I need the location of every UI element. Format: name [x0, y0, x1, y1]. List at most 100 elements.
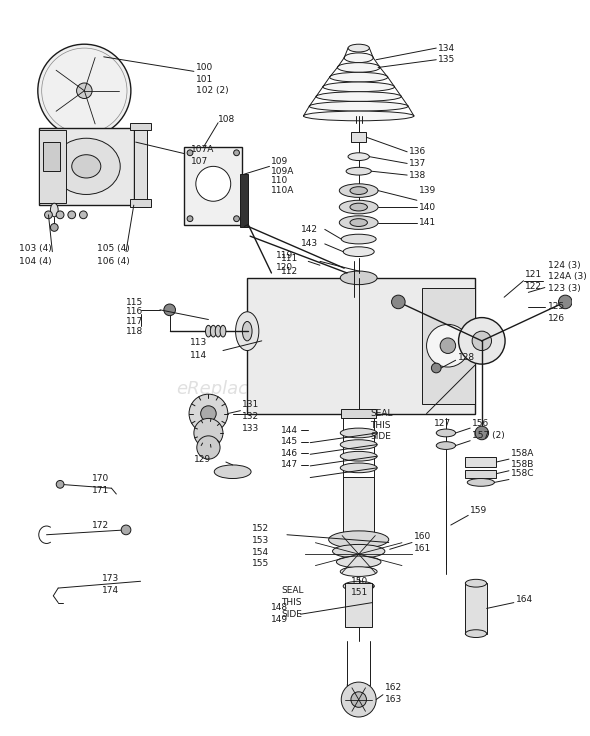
Bar — [341, 408, 376, 418]
Text: 139: 139 — [419, 186, 436, 195]
Ellipse shape — [339, 184, 378, 197]
Text: 152: 152 — [252, 525, 269, 534]
Text: eReplacementParts.com: eReplacementParts.com — [176, 381, 396, 398]
Text: 141: 141 — [419, 218, 436, 227]
Text: 172: 172 — [92, 520, 109, 529]
Ellipse shape — [340, 463, 377, 473]
Text: THIS: THIS — [371, 421, 391, 430]
Circle shape — [234, 150, 240, 156]
Text: 174: 174 — [102, 586, 119, 595]
Ellipse shape — [215, 325, 221, 337]
Text: 161: 161 — [414, 544, 431, 553]
Ellipse shape — [339, 200, 378, 214]
Bar — [130, 123, 151, 130]
Ellipse shape — [323, 82, 395, 92]
Bar — [39, 127, 134, 205]
Text: 159: 159 — [470, 506, 487, 515]
Circle shape — [351, 692, 366, 707]
Circle shape — [121, 525, 131, 535]
Text: 114: 114 — [190, 351, 207, 360]
Ellipse shape — [340, 271, 377, 285]
Bar — [343, 477, 374, 535]
Text: 148: 148 — [271, 603, 289, 612]
Text: 133: 133 — [242, 424, 260, 433]
Text: 135: 135 — [438, 55, 455, 64]
Text: SEAL: SEAL — [281, 587, 304, 595]
Text: 160: 160 — [414, 532, 431, 541]
Circle shape — [77, 83, 92, 99]
Text: 101: 101 — [196, 74, 213, 84]
Text: 163: 163 — [385, 695, 402, 704]
Text: SEAL: SEAL — [371, 409, 393, 418]
Ellipse shape — [350, 187, 368, 194]
Ellipse shape — [340, 451, 377, 461]
Text: 155: 155 — [252, 559, 269, 568]
Ellipse shape — [333, 545, 385, 558]
Circle shape — [201, 406, 216, 421]
Ellipse shape — [309, 102, 408, 111]
Text: 131: 131 — [242, 400, 260, 409]
Text: 127: 127 — [434, 419, 451, 428]
Ellipse shape — [350, 203, 368, 211]
Text: 110: 110 — [271, 177, 289, 185]
Text: 132: 132 — [242, 412, 260, 421]
Bar — [345, 583, 372, 627]
Bar — [247, 278, 475, 414]
Text: 106 (4): 106 (4) — [97, 257, 130, 266]
Text: 116: 116 — [126, 307, 143, 316]
Text: 144: 144 — [281, 425, 298, 434]
Text: 129: 129 — [194, 455, 211, 464]
Circle shape — [559, 295, 572, 308]
Ellipse shape — [303, 111, 414, 121]
Text: 118: 118 — [126, 327, 143, 336]
Text: 138: 138 — [409, 171, 427, 180]
Text: 154: 154 — [252, 548, 269, 556]
Ellipse shape — [466, 630, 487, 637]
Ellipse shape — [340, 439, 377, 450]
Ellipse shape — [343, 581, 374, 591]
Circle shape — [472, 331, 491, 350]
Ellipse shape — [53, 138, 120, 194]
Ellipse shape — [72, 155, 101, 178]
Text: 170: 170 — [92, 474, 109, 483]
Text: 162: 162 — [385, 684, 402, 693]
Ellipse shape — [340, 428, 377, 438]
Circle shape — [341, 682, 376, 717]
Text: 149: 149 — [271, 615, 289, 623]
Text: 107: 107 — [191, 157, 208, 166]
Text: 124A (3): 124A (3) — [548, 272, 586, 281]
Bar — [39, 130, 66, 203]
Text: 151: 151 — [351, 588, 368, 598]
Text: THIS: THIS — [281, 598, 301, 607]
Text: 109A: 109A — [271, 166, 295, 176]
Ellipse shape — [205, 325, 211, 337]
Ellipse shape — [466, 579, 487, 587]
Text: 115: 115 — [126, 297, 143, 307]
Bar — [466, 583, 487, 634]
Text: 173: 173 — [102, 574, 119, 583]
Text: SIDE: SIDE — [281, 609, 302, 619]
Text: 158A: 158A — [511, 449, 535, 458]
Text: 134: 134 — [438, 43, 455, 52]
Text: 113: 113 — [190, 339, 207, 347]
Ellipse shape — [344, 53, 373, 63]
Ellipse shape — [337, 63, 380, 72]
Text: 142: 142 — [300, 225, 317, 234]
Text: 105 (4): 105 (4) — [97, 244, 130, 253]
Text: 128: 128 — [458, 353, 475, 362]
Bar — [184, 147, 242, 224]
Bar — [42, 142, 60, 171]
Circle shape — [431, 363, 441, 373]
Circle shape — [187, 150, 193, 156]
Text: 107A: 107A — [191, 146, 214, 155]
Text: 109: 109 — [271, 157, 289, 166]
Text: 120: 120 — [276, 263, 293, 272]
Text: 104 (4): 104 (4) — [19, 257, 52, 266]
Text: 158C: 158C — [511, 469, 535, 478]
Text: 123 (3): 123 (3) — [548, 284, 581, 293]
Text: 119: 119 — [276, 251, 294, 260]
Ellipse shape — [340, 567, 377, 576]
Text: 147: 147 — [281, 461, 299, 470]
Text: 110A: 110A — [271, 186, 295, 195]
Ellipse shape — [220, 325, 226, 337]
